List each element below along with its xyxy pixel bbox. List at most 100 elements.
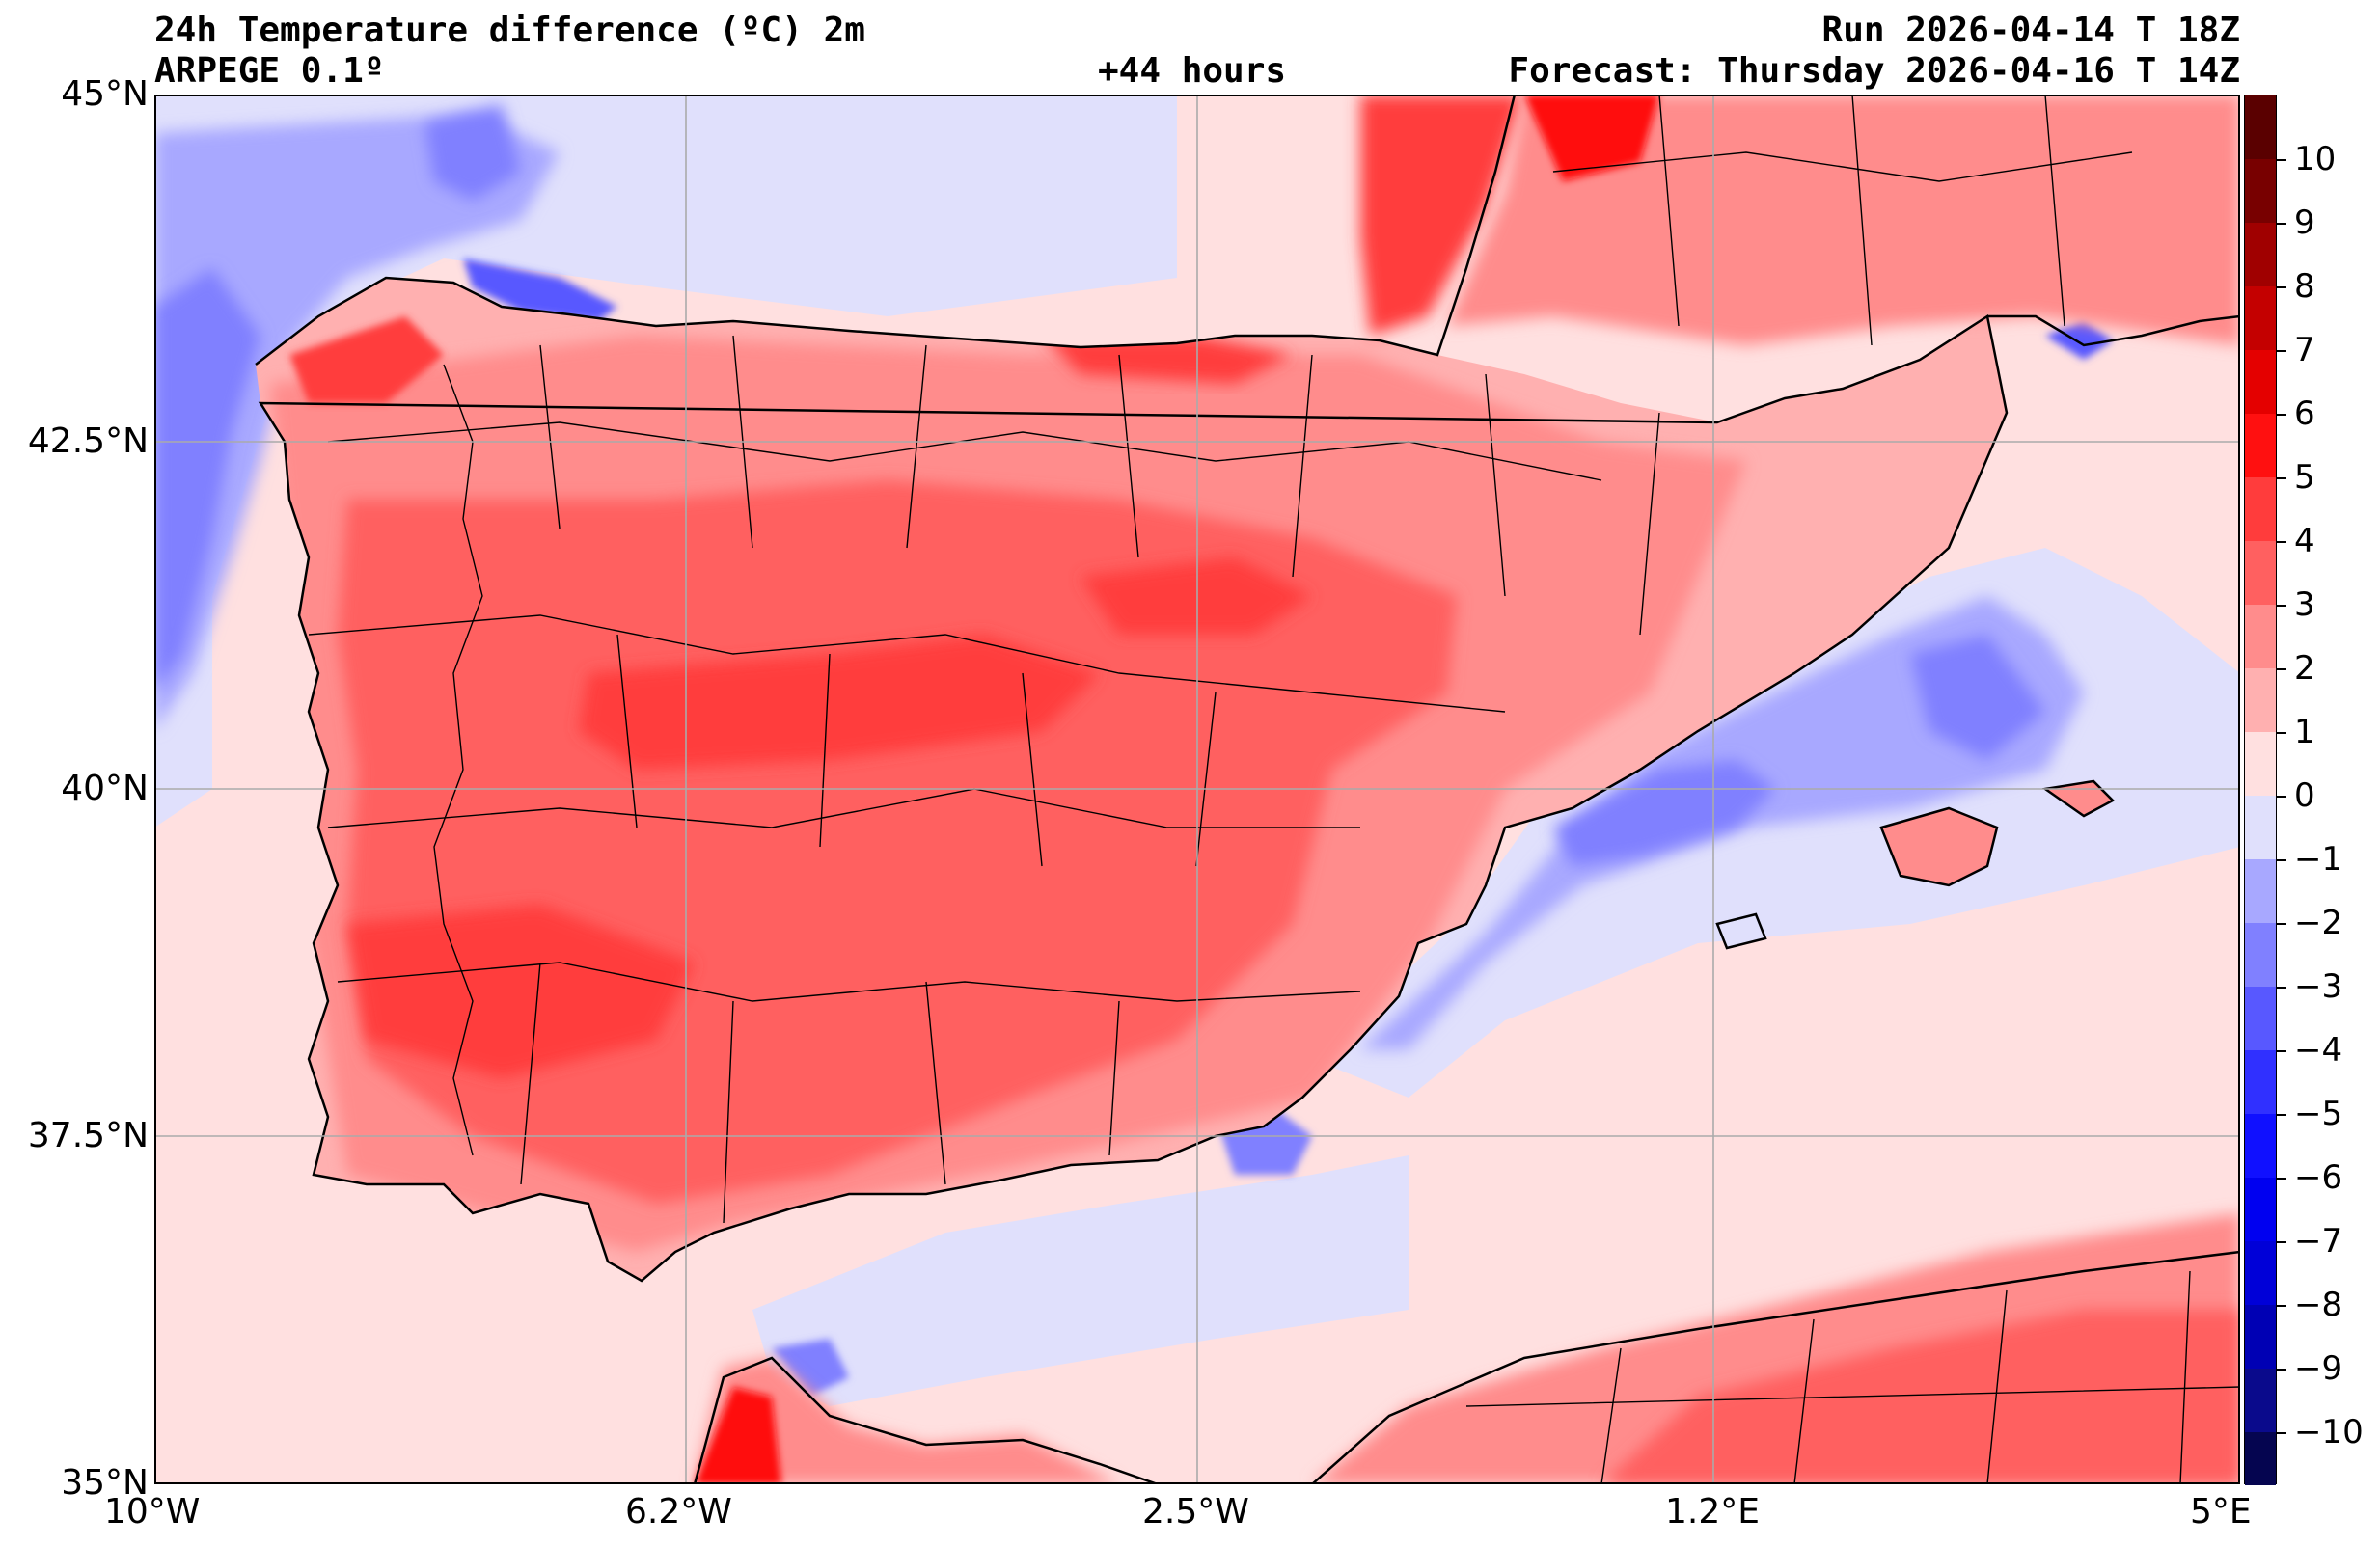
colorbar-label-9: 9 — [2294, 204, 2315, 242]
colorbar-segment-8-9 — [2245, 223, 2276, 286]
ibiza-coastline — [1715, 912, 1767, 950]
lat-label-45N: 45°N — [61, 74, 149, 114]
atlantic-cool-core — [154, 114, 560, 731]
colorbar-segment-m10-m9 — [2245, 1369, 2276, 1432]
iberia-coastline — [255, 95, 2009, 1283]
colorbar-label-m6: −6 — [2294, 1158, 2343, 1197]
cantabrian-4c-zone — [1042, 336, 1293, 384]
colorbar-label-6: 6 — [2294, 394, 2315, 433]
colorbar-segment-m8-m7 — [2245, 1241, 2276, 1305]
colorbar-tick — [2277, 1178, 2286, 1180]
pyrenees-east-warm-zone — [1360, 95, 1524, 336]
colorbar-tick — [2277, 923, 2286, 925]
menorca-island — [2045, 781, 2113, 816]
colorbar-tick — [2277, 1241, 2286, 1243]
colorbar-segment-4-5 — [2245, 477, 2276, 541]
atlantic-cool-band — [154, 95, 1177, 828]
colorbar-label-m9: −9 — [2294, 1349, 2343, 1388]
colorbar-tick — [2277, 159, 2286, 161]
colorbar-tick — [2277, 668, 2286, 670]
coastlines — [255, 95, 2240, 1484]
colorbar-label-m4: −4 — [2294, 1031, 2343, 1070]
colorbar-tick — [2277, 541, 2286, 543]
north-africa-coastline — [693, 1250, 2240, 1484]
admin-borders — [308, 95, 2240, 1484]
colorbar-tick — [2277, 286, 2286, 288]
mediterranean-cooling-field — [752, 321, 2240, 1406]
colorbar-segment-m9-m8 — [2245, 1305, 2276, 1369]
province-borders-central — [308, 614, 1506, 867]
tagus-4c-zone — [579, 635, 1100, 770]
colorbar-label-3: 3 — [2294, 585, 2315, 624]
colorbar-tick — [2277, 223, 2286, 225]
guadiana-4c-zone — [347, 905, 695, 1078]
colorbar-segment-7-8 — [2245, 286, 2276, 350]
lat-label-35N: 35°N — [61, 1463, 149, 1503]
colorbar-segment-m2-m1 — [2245, 859, 2276, 923]
gulf-of-lion-cold-spot — [2045, 321, 2113, 360]
colorbar-tick — [2277, 414, 2286, 416]
aquitaine-warm-zone — [1447, 95, 2240, 345]
colorbar-tick — [2277, 605, 2286, 607]
north-africa-borders — [1465, 1270, 2240, 1484]
colorbar-label-4: 4 — [2294, 522, 2315, 560]
colorbar-label-2: 2 — [2294, 649, 2315, 688]
colorbar-label-10: 10 — [2294, 140, 2337, 178]
cantabrian-cold-spot — [463, 258, 617, 321]
colorbar-label-8: 8 — [2294, 267, 2315, 306]
lead-time-label: +44 hours — [1098, 51, 1287, 91]
graticule — [154, 95, 2240, 1484]
balearic-cold-spot — [1910, 635, 2045, 760]
ibiza-island — [1717, 914, 1765, 948]
colorbar-tick — [2277, 1114, 2286, 1116]
colorbar-label-7: 7 — [2294, 331, 2315, 369]
lat-label-40N: 40°N — [61, 769, 149, 808]
colorbar-label-0: 0 — [2294, 776, 2315, 815]
menorca-coastline — [2041, 779, 2116, 818]
portugal-border — [433, 364, 483, 1156]
colorbar-segment-m5-m4 — [2245, 1050, 2276, 1114]
ebro-4c-zone — [1081, 557, 1312, 635]
colorbar-label-m5: −5 — [2294, 1095, 2343, 1133]
colorbar-segment-lt-m10 — [2245, 1432, 2276, 1485]
iberia-warming-field — [256, 95, 2240, 1484]
north-africa-hot-zone — [1601, 1310, 2240, 1484]
map-border — [154, 95, 2240, 1484]
run-label: Run 2026-04-14 T 18Z — [1821, 11, 2240, 50]
lon-label-5E: 5°E — [2190, 1492, 2252, 1532]
colorbar-segment-m4-m3 — [2245, 987, 2276, 1050]
colorbar-segment-6-7 — [2245, 350, 2276, 414]
colorbar-segment-3-4 — [2245, 541, 2276, 605]
galicia-5c-zone — [289, 316, 444, 403]
colorbar-tick — [2277, 859, 2286, 861]
aquitaine-hot-spot — [1524, 95, 1659, 181]
colorbar-tick — [2277, 477, 2286, 479]
colorbar-label-m2: −2 — [2294, 904, 2343, 942]
colorbar-segment-m1-0 — [2245, 796, 2276, 859]
lon-label-10W: 10°W — [104, 1492, 201, 1532]
colorbar-tick — [2277, 796, 2286, 798]
mallorca-coastline — [1879, 806, 1999, 887]
lon-label-1.2E: 1.2°E — [1665, 1492, 1760, 1532]
colorbar-tick — [2277, 1050, 2286, 1052]
forecast-label: Forecast: Thursday 2026-04-16 T 14Z — [1508, 51, 2240, 91]
colorbar-label-m7: −7 — [2294, 1222, 2343, 1261]
colorbar-segment-m3-m2 — [2245, 923, 2276, 987]
lat-label-37.5N: 37.5°N — [27, 1116, 149, 1155]
colorbar-segment-9-10 — [2245, 159, 2276, 223]
colorbar-segment-m6-m5 — [2245, 1114, 2276, 1178]
atlantic-cold-core — [154, 268, 260, 692]
gibraltar-cold-spot — [772, 1339, 849, 1397]
lat-label-42.5N: 42.5°N — [27, 421, 149, 461]
morocco-warm-zone — [695, 1358, 1119, 1484]
france-borders — [1552, 95, 2133, 346]
colorbar-segment-1-2 — [2245, 668, 2276, 732]
colorbar-tick — [2277, 1369, 2286, 1371]
atlantic-cold-spot — [424, 104, 521, 201]
map-title: 24h Temperature difference (ºC) 2m — [154, 11, 865, 50]
map-panel[interactable] — [154, 95, 2240, 1484]
province-borders-south — [337, 962, 1361, 1224]
lon-label-6.2W: 6.2°W — [625, 1492, 732, 1532]
colorbar-segment-0-1 — [2245, 732, 2276, 796]
colorbar-label-m10: −10 — [2294, 1413, 2364, 1452]
